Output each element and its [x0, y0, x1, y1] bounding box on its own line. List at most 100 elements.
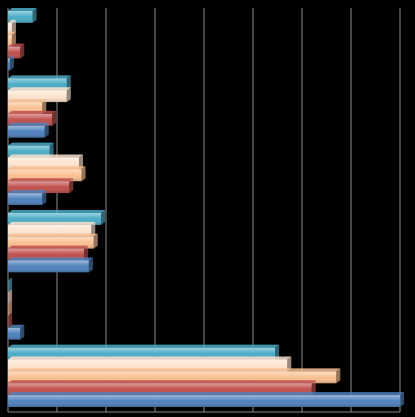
bar-group — [8, 178, 74, 194]
bar-group — [8, 43, 25, 59]
bar-top — [8, 380, 316, 384]
bar-group — [8, 154, 84, 170]
bar-shine — [8, 11, 33, 23]
bar-shine — [8, 371, 337, 384]
bar-side — [101, 210, 106, 225]
bar-group — [8, 245, 88, 261]
bar-group — [8, 277, 12, 293]
bar-side — [287, 356, 292, 372]
bar-group — [8, 87, 71, 103]
bar-top — [8, 210, 106, 213]
bar-shine — [8, 102, 43, 114]
bar-top — [8, 99, 47, 103]
bar-shine — [8, 260, 89, 273]
bar-shine — [8, 181, 70, 194]
bar-side — [8, 289, 12, 305]
bar-side — [311, 380, 316, 396]
bar-shine — [8, 58, 10, 71]
bar-group — [8, 368, 341, 384]
bar-side — [8, 277, 12, 293]
bar-group — [8, 55, 14, 71]
bar-top — [8, 344, 280, 348]
bar-top — [8, 19, 16, 23]
bar-side — [93, 233, 98, 249]
bar-side — [66, 75, 71, 91]
bar-top — [8, 257, 93, 261]
bar-top — [8, 43, 25, 47]
bar-group — [8, 312, 12, 328]
bar-shine — [8, 327, 21, 340]
bar-side — [8, 312, 12, 328]
bar-top — [8, 178, 74, 182]
bar-shine — [8, 157, 80, 170]
bar-side — [11, 31, 16, 47]
bar-group — [8, 257, 93, 273]
bar-shine — [8, 34, 12, 47]
bar-side — [11, 19, 16, 35]
bar-shine — [8, 22, 12, 35]
bar-shine — [8, 145, 50, 158]
bar-top — [8, 233, 98, 237]
bar-shine — [8, 169, 82, 182]
bar-top — [8, 110, 57, 114]
bar-top — [8, 368, 341, 372]
bar-shine — [8, 78, 67, 91]
bar-shine — [8, 213, 102, 225]
bar-shine — [8, 383, 312, 396]
bar-side — [79, 154, 84, 170]
bar-top — [8, 324, 25, 328]
bar-shine — [8, 359, 288, 372]
bar-side — [8, 301, 12, 316]
bar-side — [66, 87, 71, 103]
bar-group — [8, 392, 404, 407]
bar-shine — [8, 90, 67, 103]
bar-side — [275, 344, 280, 360]
bar-group — [8, 380, 316, 396]
bar-group — [8, 289, 12, 305]
bar-group — [8, 122, 49, 138]
bar-side — [69, 178, 74, 194]
bar-top — [8, 356, 292, 360]
bar-shine — [8, 395, 400, 407]
bar-group — [8, 75, 71, 91]
bar-side — [20, 324, 25, 340]
bar-shine — [8, 46, 21, 59]
bar-top — [8, 8, 37, 11]
bar-side — [42, 99, 47, 114]
bar-side — [83, 245, 88, 261]
bar-shine — [8, 224, 92, 237]
bar-group — [8, 166, 86, 182]
bar-group — [8, 19, 16, 35]
bar-group — [8, 210, 106, 225]
bar-group — [8, 344, 280, 360]
bar-group — [8, 31, 16, 47]
bar-top — [8, 166, 86, 170]
bar-top — [8, 190, 47, 194]
bar-side — [400, 392, 404, 407]
bar-group — [8, 233, 98, 249]
bar-top — [8, 245, 88, 249]
bar-shine — [8, 193, 43, 205]
bar-top — [8, 154, 84, 158]
bar-side — [42, 190, 47, 205]
bar-group — [8, 99, 47, 114]
bar-side — [336, 368, 341, 384]
bar-top — [8, 392, 404, 396]
bar-shine — [8, 113, 53, 126]
bar-side — [91, 221, 96, 237]
bar-shine — [8, 347, 276, 360]
bar-side — [88, 257, 93, 273]
bar-top — [8, 75, 71, 79]
bar-side — [32, 8, 37, 23]
bar-group — [8, 221, 96, 237]
bar-side — [9, 55, 14, 71]
bar-side — [44, 122, 49, 138]
bar-shine — [8, 236, 94, 249]
bar-group — [8, 142, 54, 158]
bar-side — [81, 166, 86, 182]
bar-group — [8, 8, 37, 23]
bar-shine — [8, 248, 84, 261]
bar-top — [8, 31, 16, 35]
